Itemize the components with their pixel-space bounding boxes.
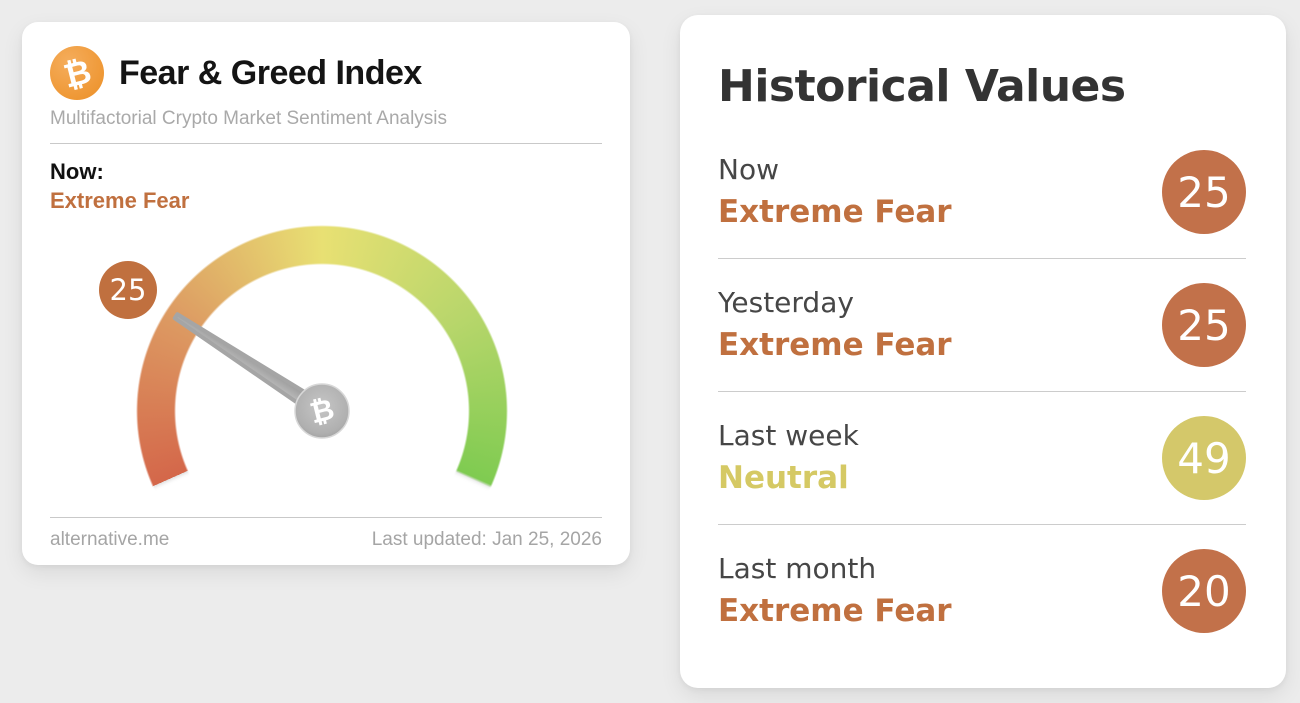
history-rows: Now Extreme Fear 25 Yesterday Extreme Fe… — [718, 126, 1246, 657]
history-row-value-badge: 49 — [1162, 416, 1246, 500]
history-row-label: Yesterday — [718, 285, 854, 319]
gauge-chart: ₿ 25 — [50, 219, 602, 598]
bitcoin-logo-icon: ₿ — [50, 46, 104, 100]
source-link[interactable]: alternative.me — [50, 529, 170, 550]
fear-greed-gauge-card: ₿ Fear & Greed Index Multifactorial Cryp… — [22, 22, 630, 598]
historical-values-card: Historical Values Now Extreme Fear 25 Ye… — [680, 15, 1286, 688]
historical-values-title: Historical Values — [718, 61, 1126, 112]
subtitle: Multifactorial Crypto Market Sentiment A… — [50, 108, 448, 129]
header-divider — [50, 143, 602, 144]
gauge-value-badge: 25 — [99, 261, 157, 320]
history-row-value-badge: 25 — [1162, 150, 1246, 234]
history-row-sentiment: Extreme Fear — [718, 326, 952, 363]
history-row-label: Now — [718, 152, 779, 186]
gauge-needle-svg: ₿ — [172, 312, 350, 439]
now-sentiment: Extreme Fear — [50, 187, 190, 213]
history-row: Now Extreme Fear 25 — [718, 126, 1246, 258]
history-row: Yesterday Extreme Fear 25 — [718, 258, 1246, 391]
history-row-value-badge: 20 — [1162, 549, 1246, 633]
history-row: Last month Extreme Fear 20 — [718, 524, 1246, 657]
history-row: Last week Neutral 49 — [718, 391, 1246, 524]
gauge-card-header: ₿ Fear & Greed Index — [50, 46, 602, 100]
gauge-card-footer: alternative.me Last updated: Jan 25, 202… — [50, 517, 602, 551]
now-label: Now: — [50, 159, 104, 184]
history-row-label: Last month — [718, 551, 877, 585]
history-row-sentiment: Extreme Fear — [718, 193, 952, 230]
gauge-hub: ₿ — [294, 383, 350, 439]
bitcoin-symbol: ₿ — [59, 50, 95, 96]
history-row-sentiment: Neutral — [718, 459, 849, 496]
last-updated-text: Last updated: Jan 25, 2026 — [371, 529, 602, 550]
history-row-label: Last week — [718, 418, 859, 452]
history-row-sentiment: Extreme Fear — [718, 592, 952, 629]
page-title: Fear & Greed Index — [119, 53, 422, 92]
history-row-value-badge: 25 — [1162, 283, 1246, 367]
